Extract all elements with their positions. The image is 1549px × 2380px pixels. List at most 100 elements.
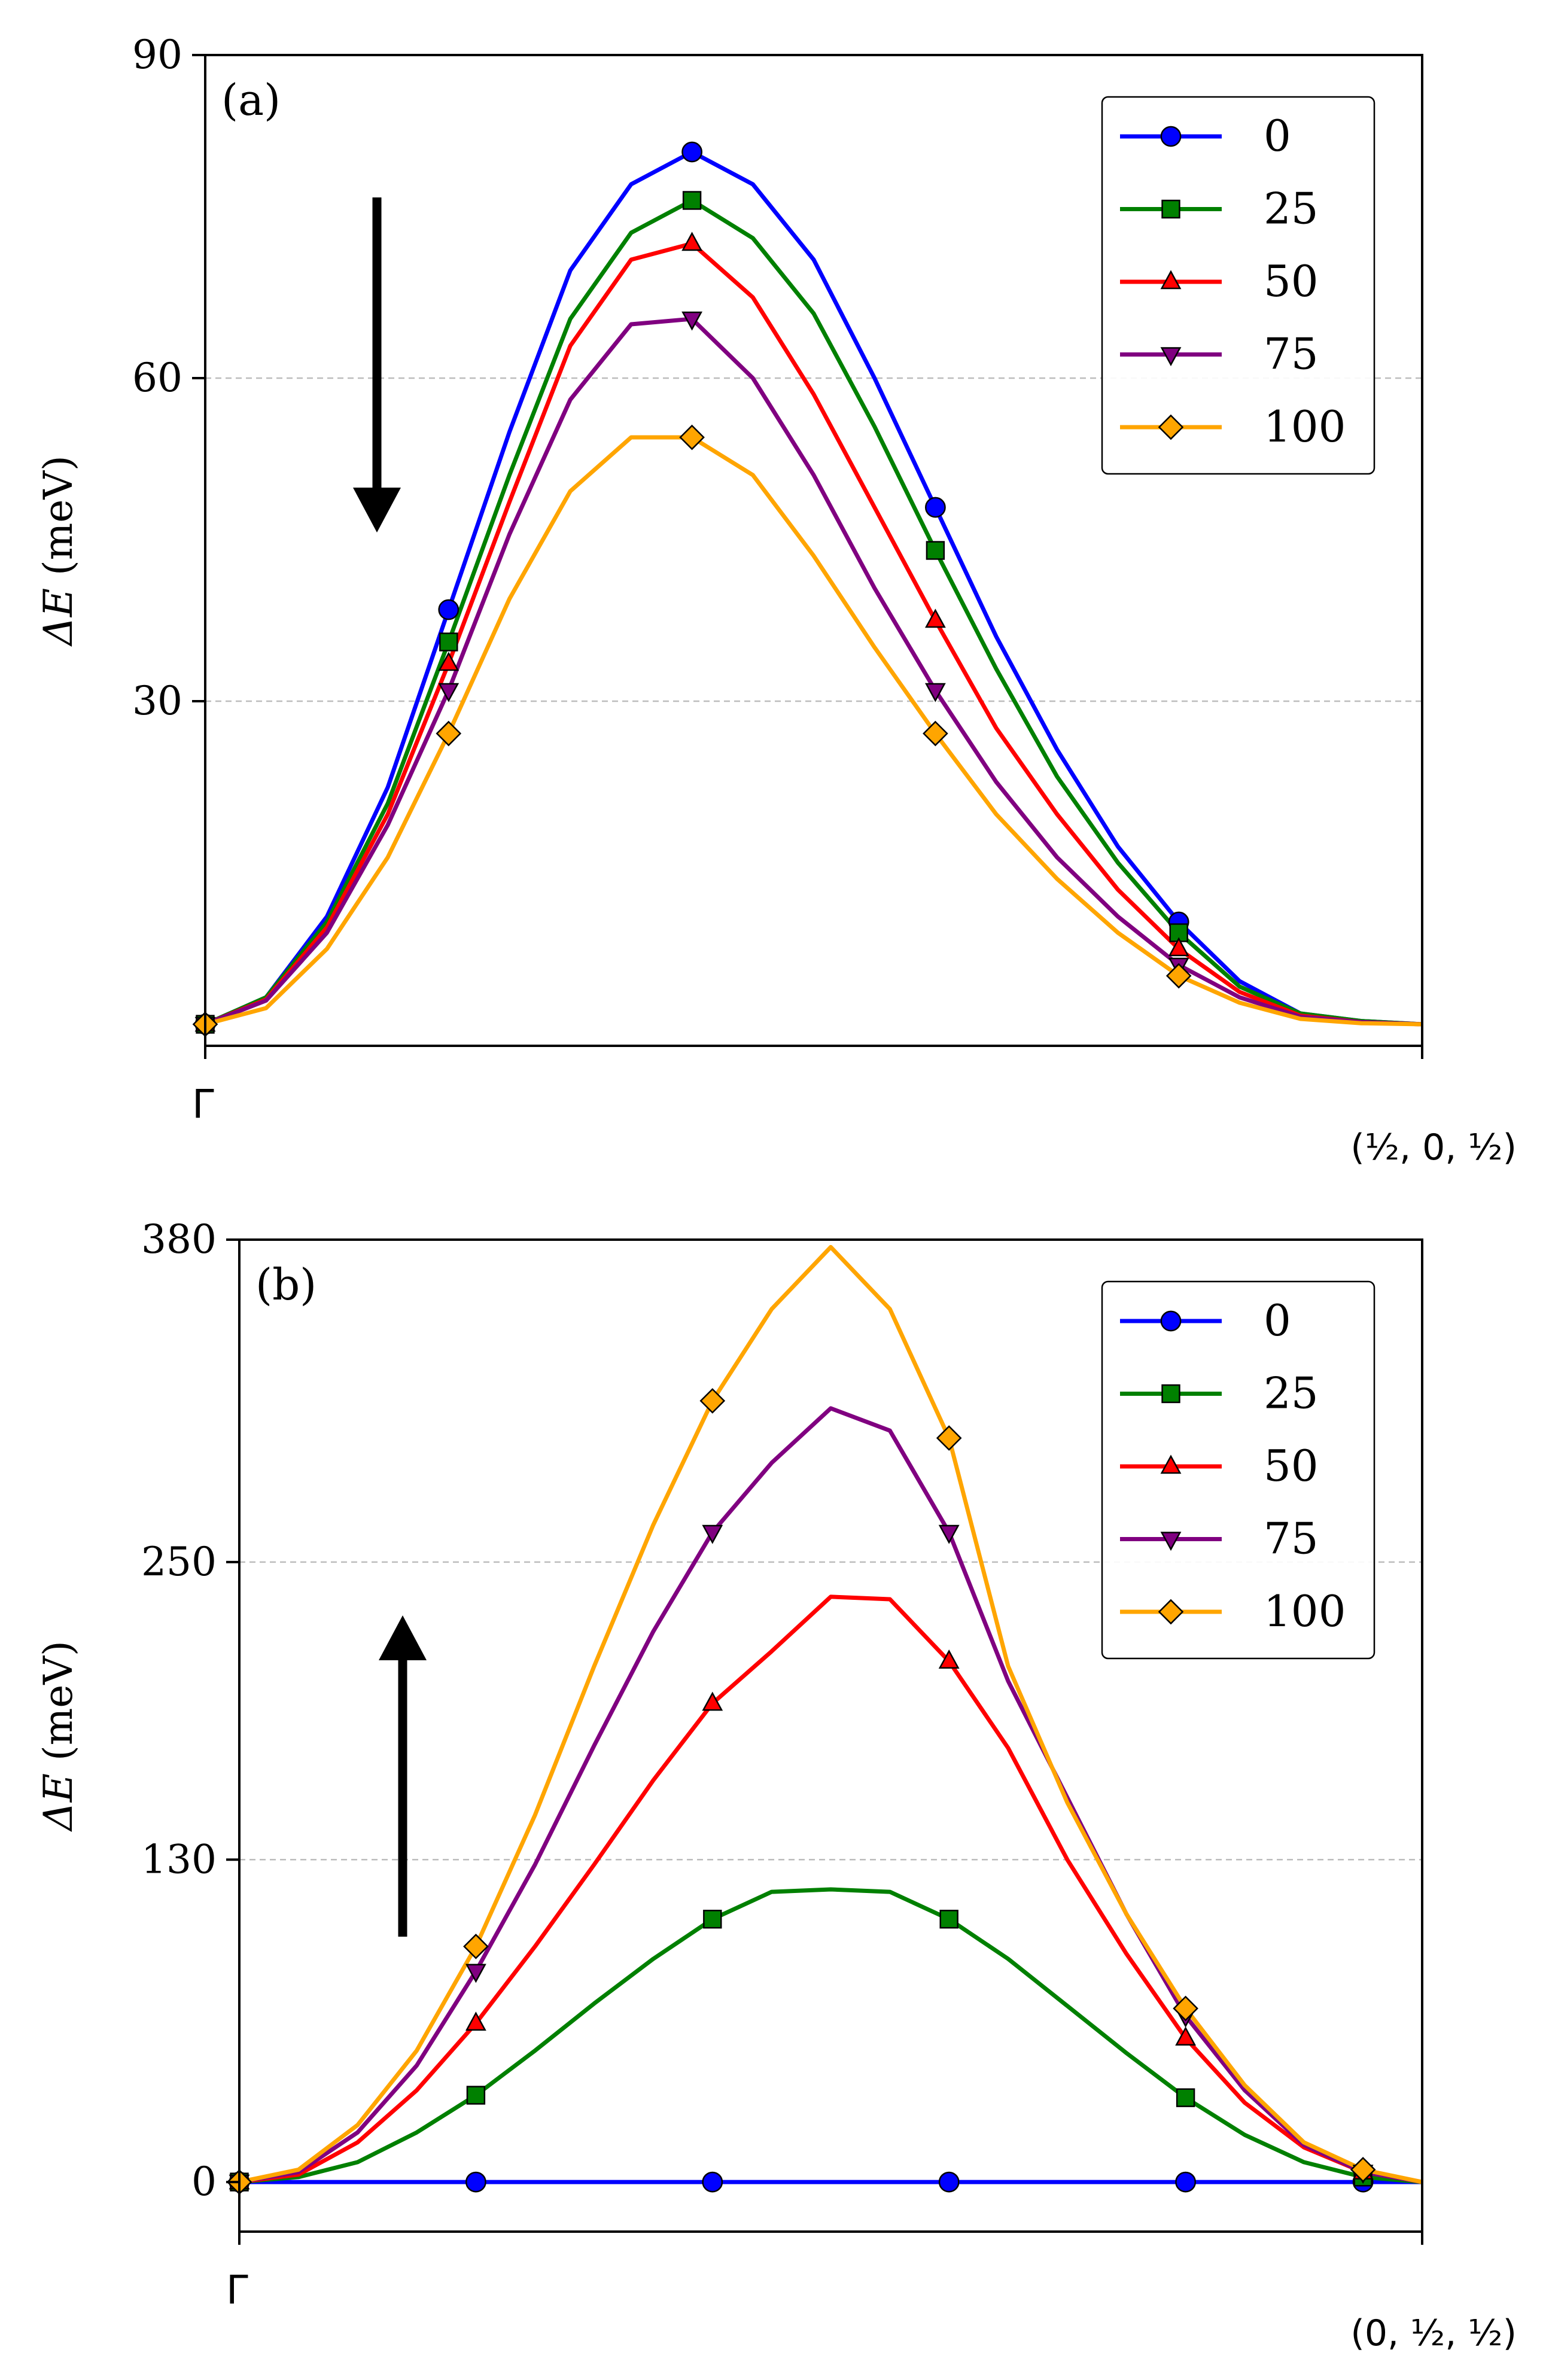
- data-point-50: [681, 232, 703, 251]
- legend-entry-100: 100: [1120, 401, 1346, 452]
- y-axis-label-symbol: ΔE: [35, 588, 81, 647]
- trend-arrow-down: [353, 197, 401, 532]
- arrow-head: [379, 1615, 427, 1660]
- legend-entry-25: 25: [1120, 1368, 1319, 1419]
- data-point-25: [682, 191, 702, 210]
- legend-marker: [1161, 199, 1180, 219]
- legend-marker: [1158, 414, 1184, 440]
- data-point-75: [938, 1524, 960, 1544]
- y-tick-label: 90: [132, 32, 182, 78]
- data-point-0: [1175, 2171, 1196, 2193]
- legend-label: 75: [1264, 329, 1319, 379]
- y-tick-label: 30: [132, 678, 182, 724]
- series-line-50: [204, 241, 1423, 1027]
- panel-b: 0 130 250 380 (b) ΔE (meV) Γ (0, ½, ½) 0 25 5…: [35, 1216, 1517, 2354]
- data-point-0: [925, 497, 946, 518]
- data-point-50: [702, 1691, 723, 1711]
- data-point-0: [465, 2171, 486, 2193]
- legend-entry-25: 25: [1120, 184, 1319, 234]
- y-axis-ticks: 30 60 90: [132, 32, 1423, 1059]
- legend-marker: [1158, 1599, 1184, 1625]
- data-point-50: [938, 1649, 960, 1669]
- y-tick-label: 250: [141, 1539, 217, 1585]
- data-point-75: [465, 1964, 486, 1983]
- data-point-75: [681, 311, 703, 331]
- legend-entry-50: 50: [1120, 1441, 1319, 1491]
- legend-entry-0: 0: [1120, 1295, 1291, 1346]
- legend-box: [1101, 96, 1375, 475]
- series-line-75: [204, 316, 1423, 1027]
- data-point-100: [923, 720, 948, 747]
- data-point-25: [439, 632, 458, 652]
- legend-entry-75: 75: [1120, 1514, 1319, 1564]
- data-point-0: [702, 2171, 723, 2193]
- series-line-100: [205, 435, 1423, 1027]
- legend-entry-75: 75: [1120, 329, 1319, 379]
- data-point-100: [1350, 2157, 1376, 2183]
- data-point-100: [699, 1388, 726, 1414]
- series-line-0: [204, 150, 1423, 1027]
- legend-label: 100: [1264, 1586, 1346, 1636]
- y-axis-label-symbol: ΔE: [35, 1773, 81, 1833]
- legend-label: 0: [1264, 111, 1291, 161]
- data-point-100: [463, 1934, 489, 1959]
- data-point-25: [466, 2086, 486, 2105]
- legend-entry-100: 100: [1120, 1586, 1346, 1636]
- data-point-0: [438, 599, 459, 620]
- y-tick-label: 0: [191, 2159, 217, 2205]
- x-tick-label-end: (0, ½, ½): [1350, 2312, 1517, 2354]
- legend: 0 25 50 75 100: [1101, 1280, 1375, 1660]
- legend-marker: [1160, 1310, 1182, 1332]
- trend-arrow-up: [379, 1615, 427, 1937]
- legend-entry-0: 0: [1120, 111, 1291, 161]
- legend-label: 75: [1264, 1514, 1319, 1564]
- data-point-75: [924, 683, 946, 702]
- legend-marker: [1160, 126, 1182, 147]
- panel-label: (a): [221, 75, 281, 125]
- x-tick-label-start: Γ: [192, 1081, 214, 1127]
- legend-label: 100: [1264, 401, 1346, 452]
- legend-marker: [1160, 1532, 1182, 1551]
- data-point-25: [703, 1910, 722, 1929]
- data-point-0: [681, 141, 702, 163]
- x-tick-label-start: Γ: [226, 2267, 248, 2313]
- data-point-50: [438, 652, 459, 671]
- legend-label: 25: [1264, 1368, 1319, 1419]
- arrow-head: [353, 488, 401, 532]
- data-point-100: [1165, 963, 1192, 989]
- data-point-25: [926, 541, 945, 560]
- y-tick-label: 380: [141, 1216, 217, 1262]
- data-point-75: [702, 1524, 723, 1544]
- legend-label: 25: [1264, 184, 1319, 234]
- legend: 0 25 50 75 100: [1101, 96, 1375, 475]
- legend-entry-50: 50: [1120, 256, 1319, 306]
- legend-marker: [1160, 1454, 1182, 1474]
- y-axis-label-unit: (meV): [35, 1641, 81, 1773]
- legend-marker: [1160, 347, 1182, 367]
- data-point-50: [465, 2011, 486, 2031]
- data-point-25: [1176, 2088, 1195, 2107]
- series-line-75: [239, 1406, 1423, 2184]
- series-line-100: [239, 1244, 1423, 2184]
- data-point-75: [438, 683, 459, 702]
- series-line-50: [239, 1594, 1423, 2184]
- data-point-50: [1168, 937, 1189, 957]
- plot-frame: [238, 1238, 1423, 2233]
- series-markers: [192, 141, 1192, 1037]
- x-tick-label-end: (½, 0, ½): [1350, 1127, 1517, 1168]
- legend-label: 50: [1264, 256, 1319, 306]
- y-tick-label: 130: [141, 1836, 217, 1882]
- data-point-100: [679, 424, 705, 451]
- data-point-100: [436, 720, 462, 747]
- legend-marker: [1161, 1384, 1180, 1404]
- series-line-25: [239, 1887, 1423, 2184]
- data-point-25: [939, 1910, 958, 1929]
- data-point-100: [1173, 1995, 1198, 2022]
- y-axis-label: ΔE (meV): [35, 455, 81, 647]
- y-axis-label: ΔE (meV): [35, 1641, 81, 1833]
- data-point-100: [936, 1425, 962, 1451]
- data-point-50: [1175, 2026, 1197, 2046]
- series-lines: [204, 150, 1423, 1027]
